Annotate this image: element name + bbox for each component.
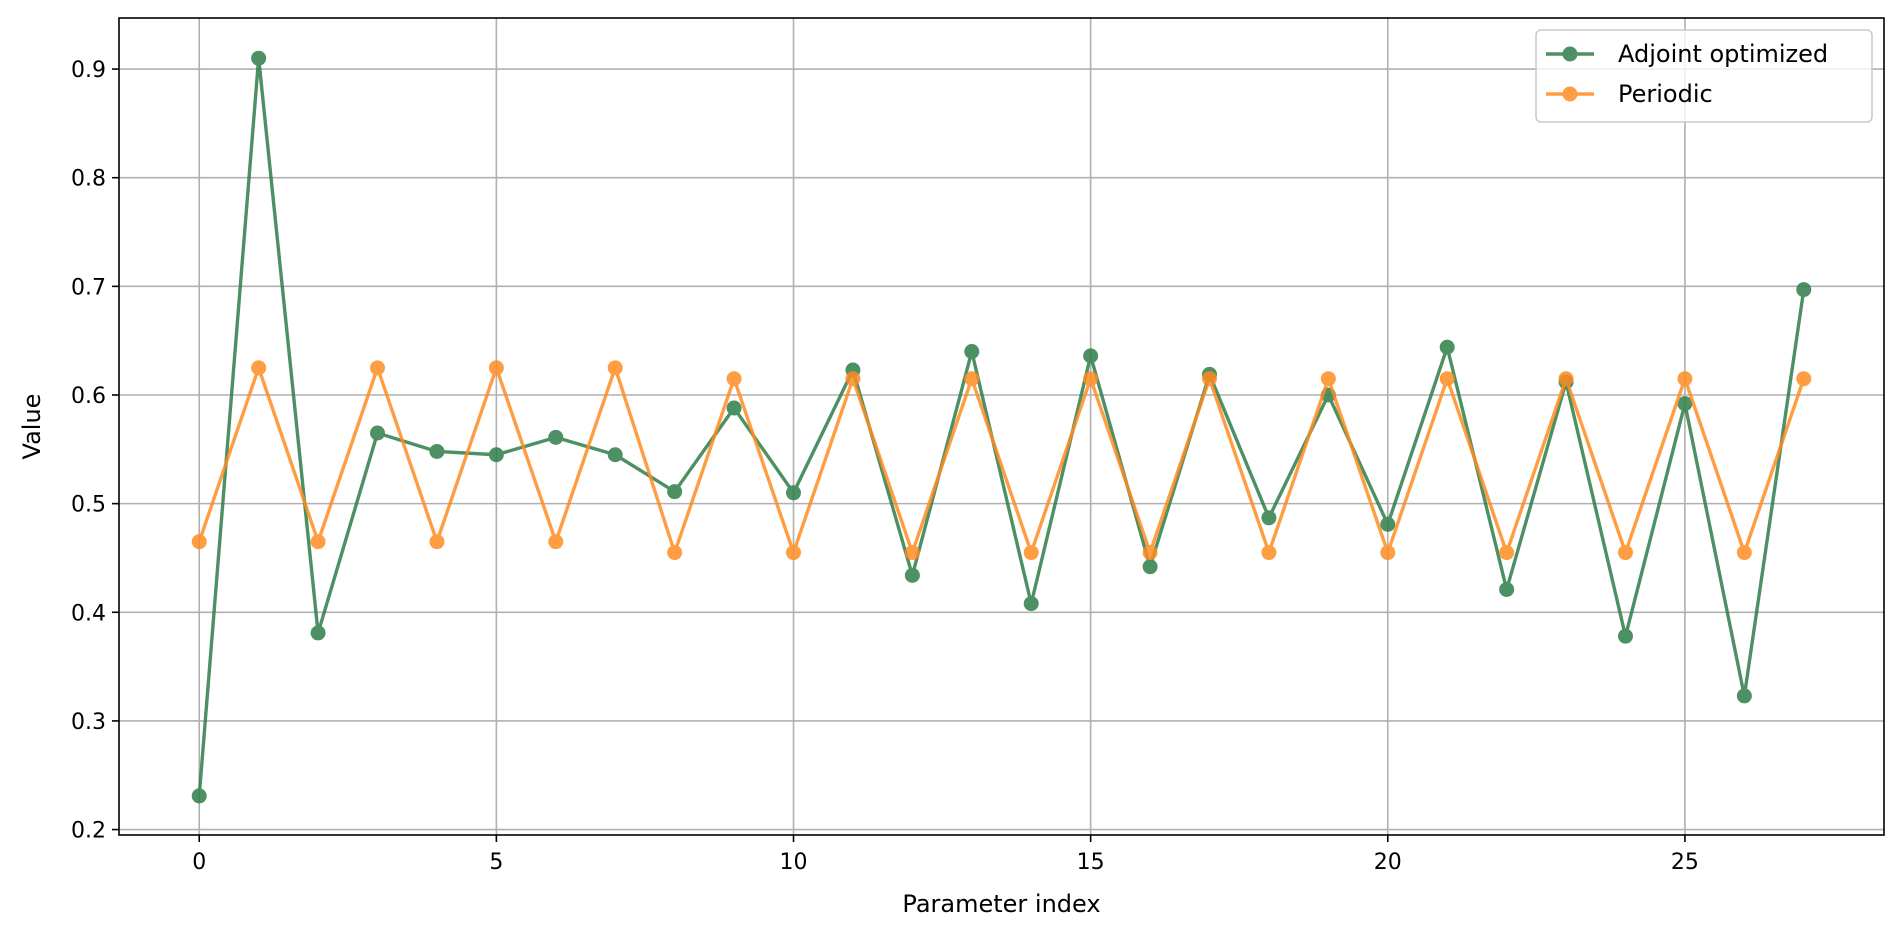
- data-point: [786, 545, 802, 561]
- legend: Adjoint optimized Periodic: [1535, 29, 1873, 123]
- data-point: [1677, 371, 1693, 387]
- data-point: [251, 50, 267, 66]
- data-point: [607, 360, 623, 376]
- y-tick-label: 0.6: [71, 384, 106, 409]
- data-point: [429, 443, 445, 459]
- series-2: [191, 360, 1812, 561]
- series-layer: [191, 50, 1812, 804]
- data-point: [191, 788, 207, 804]
- data-point: [1201, 371, 1217, 387]
- data-point: [1142, 559, 1158, 575]
- data-point: [726, 400, 742, 416]
- data-point: [310, 625, 326, 641]
- y-axis-label: Value: [18, 394, 46, 460]
- data-point: [1677, 396, 1693, 412]
- data-point: [964, 371, 980, 387]
- y-tick-label: 0.2: [71, 819, 106, 844]
- data-point: [786, 485, 802, 501]
- data-point: [1023, 596, 1039, 612]
- data-point: [1439, 371, 1455, 387]
- data-point: [1320, 371, 1336, 387]
- data-point: [667, 484, 683, 500]
- y-tick-label: 0.8: [71, 167, 106, 192]
- y-tick-label: 0.5: [71, 493, 106, 518]
- data-point: [310, 534, 326, 550]
- data-point: [1617, 545, 1633, 561]
- y-tick-label: 0.9: [71, 58, 106, 83]
- data-point: [548, 429, 564, 445]
- data-point: [1142, 545, 1158, 561]
- data-point: [1499, 545, 1515, 561]
- data-point: [251, 360, 267, 376]
- data-point: [1796, 282, 1812, 298]
- x-tick-label: 20: [1374, 850, 1402, 875]
- ticks: 0 5 10 15 20 25 0.2 0.3 0.4 0.5 0.6 0.7 0.8 0.9: [71, 58, 1699, 875]
- x-tick-label: 5: [489, 850, 503, 875]
- data-point: [607, 447, 623, 463]
- data-point: [488, 447, 504, 463]
- data-point: [548, 534, 564, 550]
- y-tick-label: 0.4: [71, 601, 106, 626]
- data-point: [429, 534, 445, 550]
- data-point: [1023, 545, 1039, 561]
- y-tick-label: 0.7: [71, 275, 106, 300]
- data-point: [904, 567, 920, 583]
- data-point: [1380, 516, 1396, 532]
- data-point: [1796, 371, 1812, 387]
- data-point: [1499, 581, 1515, 597]
- data-point: [726, 371, 742, 387]
- legend-label: Adjoint optimized: [1618, 40, 1828, 68]
- legend-item: [1546, 86, 1594, 102]
- data-point: [1736, 545, 1752, 561]
- plot-frame: [118, 17, 1885, 836]
- legend-label: Periodic: [1618, 80, 1713, 108]
- data-point: [1439, 339, 1455, 355]
- data-point: [1380, 545, 1396, 561]
- data-point: [1617, 628, 1633, 644]
- series-line: [197, 366, 1806, 555]
- data-point: [370, 360, 386, 376]
- x-tick-label: 0: [192, 850, 206, 875]
- legend-item: [1546, 46, 1594, 62]
- x-tick-label: 15: [1077, 850, 1105, 875]
- legend-swatch-marker: [1562, 86, 1578, 102]
- data-point: [1261, 510, 1277, 526]
- data-point: [667, 545, 683, 561]
- data-point: [191, 534, 207, 550]
- x-tick-label: 10: [780, 850, 808, 875]
- data-point: [1261, 545, 1277, 561]
- data-point: [845, 371, 861, 387]
- data-point: [1736, 688, 1752, 704]
- data-point: [1083, 348, 1099, 364]
- data-point: [370, 425, 386, 441]
- y-tick-label: 0.3: [71, 710, 106, 735]
- x-axis-label: Parameter index: [902, 890, 1100, 918]
- data-point: [1083, 371, 1099, 387]
- legend-box: [1535, 29, 1873, 123]
- data-point: [1558, 371, 1574, 387]
- legend-swatch-marker: [1562, 46, 1578, 62]
- data-point: [964, 344, 980, 360]
- data-point: [904, 545, 920, 561]
- x-tick-label: 25: [1671, 850, 1699, 875]
- data-point: [488, 360, 504, 376]
